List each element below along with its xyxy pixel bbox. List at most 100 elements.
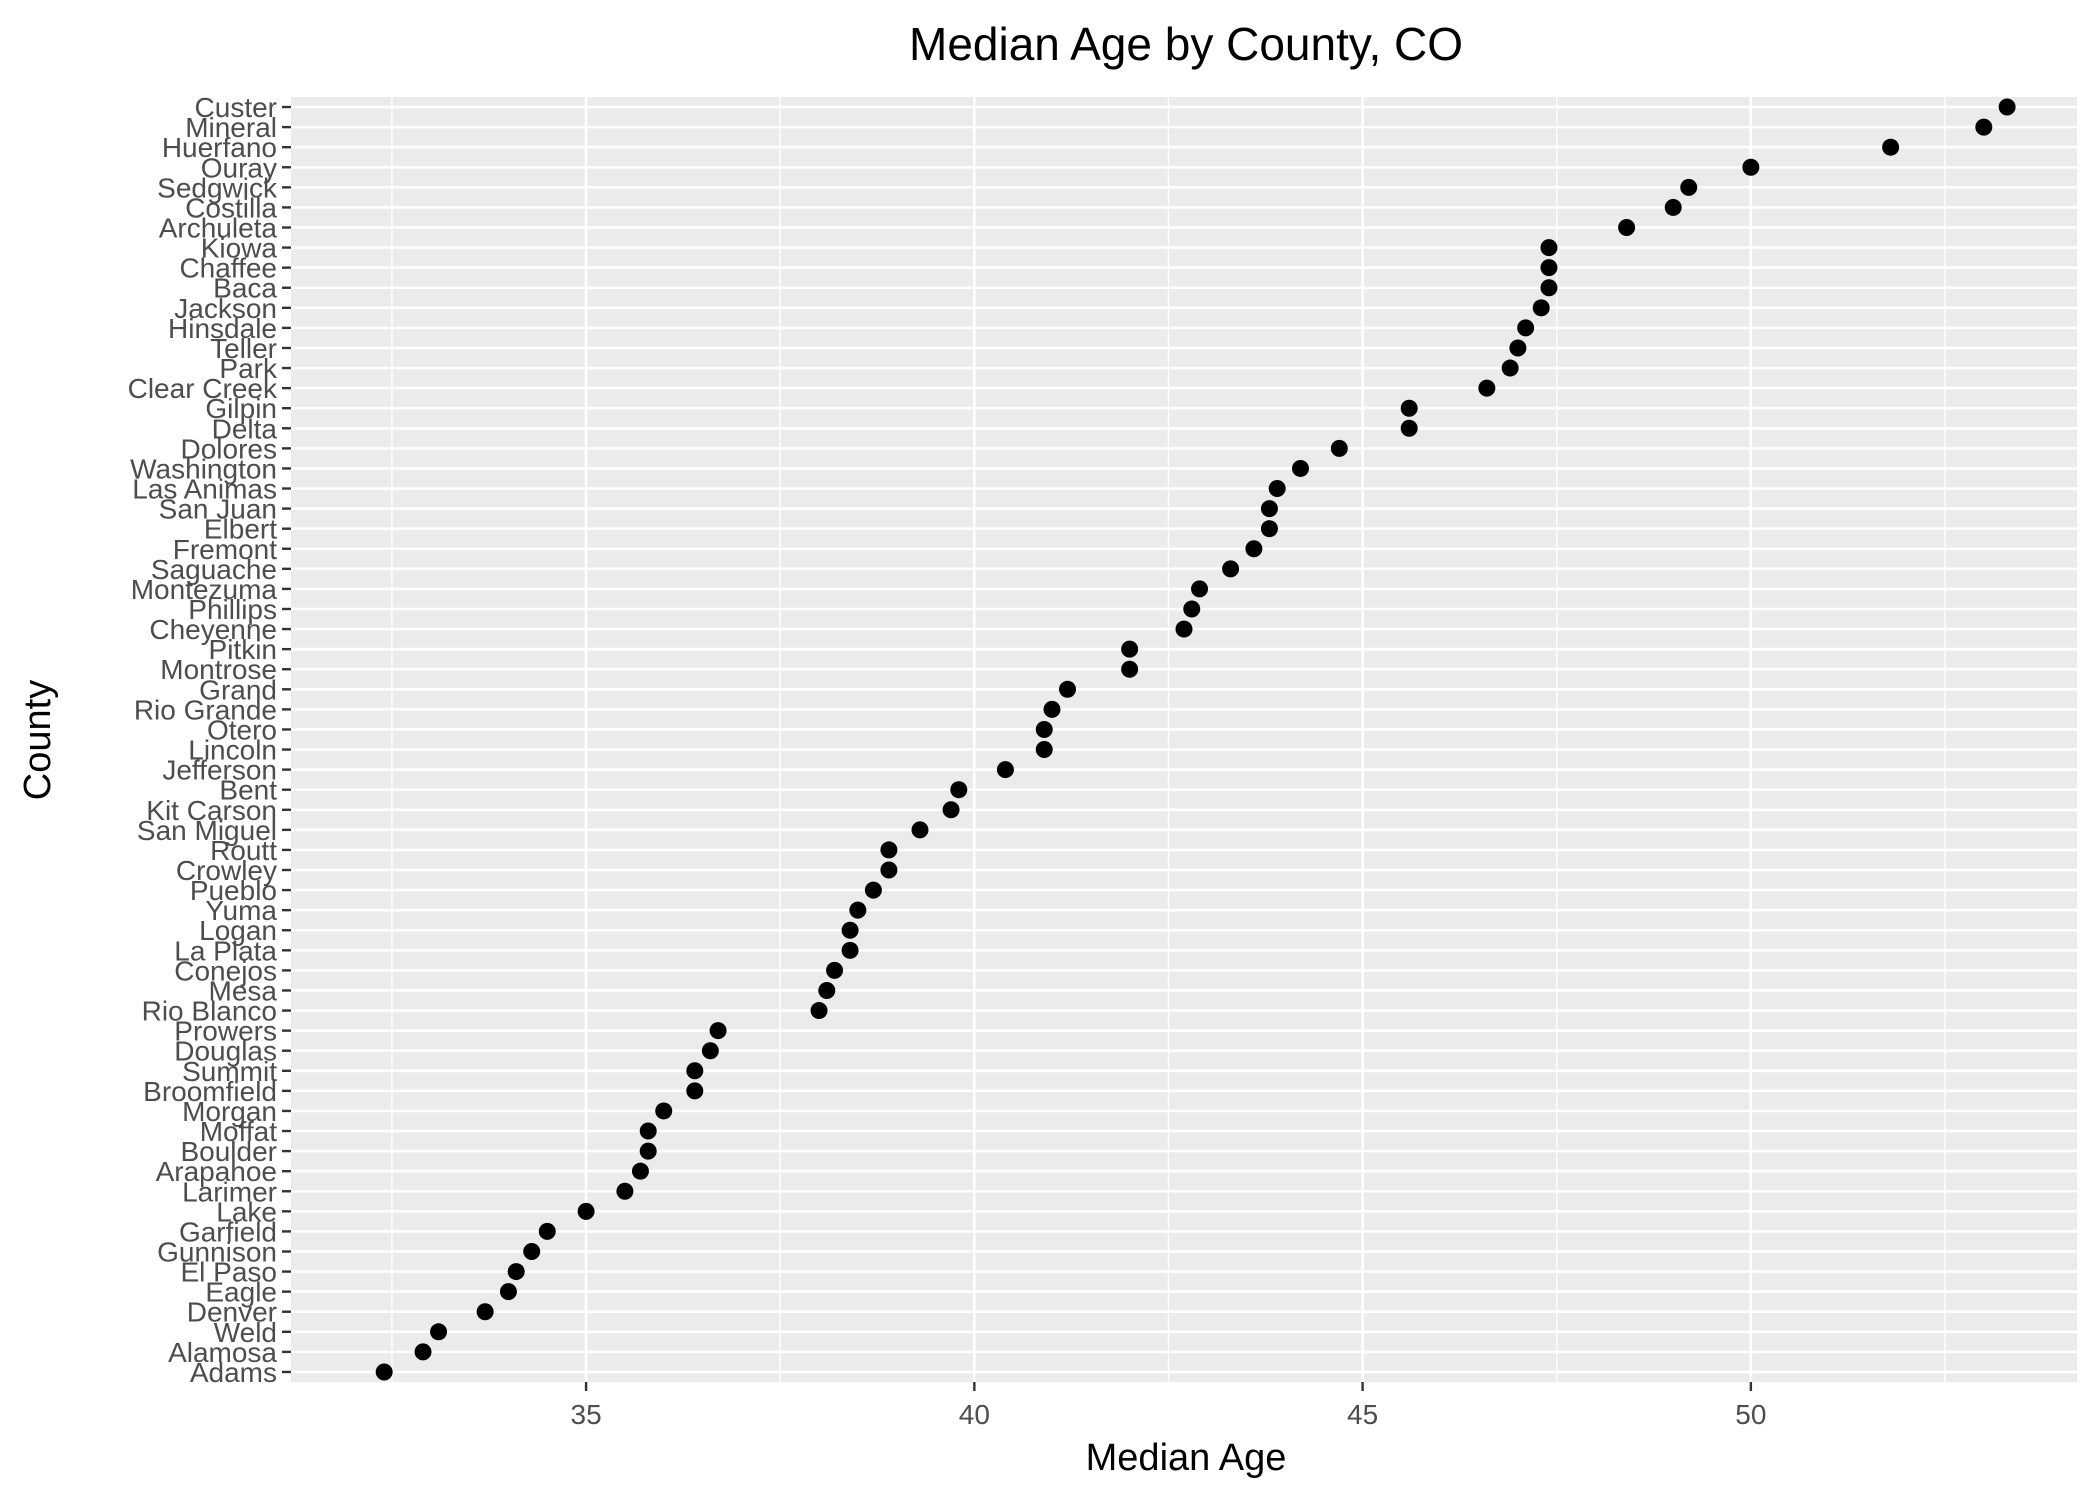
data-point [499,1283,517,1301]
data-point [950,781,968,799]
y-category-label: Jefferson [162,755,277,786]
data-point [996,761,1014,779]
y-category-label: Conejos [174,955,277,986]
y-category-label: Crowley [176,855,277,886]
data-point [476,1303,494,1321]
y-category-label: Chaffee [179,253,277,284]
y-category-label: Weld [214,1317,277,1348]
data-point [1998,98,2016,116]
y-axis-ticks [282,105,291,1374]
data-point [841,941,859,959]
data-point [1742,158,1760,176]
y-category-label: Grand [199,674,277,705]
data-point [1035,720,1053,738]
data-point [1268,480,1286,498]
y-category-label: Sedgwick [157,172,278,203]
y-category-label: Custer [195,92,277,123]
data-point [880,861,898,879]
data-point [1501,359,1519,377]
y-category-label: Gilpin [205,393,277,424]
data-point [1618,219,1636,237]
data-point [1517,319,1535,337]
y-category-label: Huerfano [162,132,277,163]
y-category-label: Las Animas [132,474,277,505]
y-category-label: Morgan [182,1096,277,1127]
data-point [538,1222,556,1240]
data-point [655,1102,673,1120]
y-category-label: Otero [207,714,277,745]
data-point [616,1182,634,1200]
x-tick-label: 50 [1735,1399,1766,1430]
y-category-label: Pitkin [209,634,277,665]
data-point [1540,239,1558,257]
data-point [1664,198,1682,216]
data-point [375,1363,393,1381]
y-category-label: Phillips [188,594,277,625]
y-category-label: San Juan [159,494,277,525]
data-point [1260,500,1278,518]
plot-panel [291,97,2077,1382]
data-point [709,1022,727,1040]
x-tick-label: 40 [959,1399,990,1430]
y-category-label: Larimer [182,1176,277,1207]
y-category-label: San Miguel [137,815,277,846]
y-axis-title: County [17,680,59,800]
y-category-label: Hinsdale [168,313,277,344]
horizontal-gridlines [291,105,2077,1374]
y-category-label: Garfield [179,1216,277,1247]
y-category-label: Park [219,353,278,384]
y-category-label: Delta [212,413,278,444]
x-axis-ticks [584,1382,1753,1391]
data-point [1183,600,1201,618]
data-point [1043,700,1061,718]
y-category-label: Jackson [174,293,277,324]
y-category-label: Boulder [180,1136,277,1167]
data-point [1478,379,1496,397]
data-point [810,1002,828,1020]
y-category-label: Saguache [151,554,277,585]
y-category-label: Clear Creek [128,373,278,404]
data-points [375,98,2016,1381]
data-point [1540,259,1558,277]
y-category-label: Bent [219,775,277,806]
y-category-label: Baca [213,273,277,304]
y-category-label: Kit Carson [146,795,277,826]
x-tick-label: 35 [571,1399,602,1430]
data-point [639,1142,657,1160]
y-category-label: Logan [199,915,277,946]
data-point [1121,660,1139,678]
data-point [1509,339,1527,357]
y-category-label: Denver [187,1297,277,1328]
data-point [577,1202,595,1220]
y-category-label: Adams [190,1357,277,1388]
data-point [1291,459,1309,477]
data-point [1175,620,1193,638]
data-point [1400,399,1418,417]
data-point [818,981,836,999]
y-category-label: Alamosa [168,1337,277,1368]
y-category-label: Rio Grande [134,694,277,725]
x-axis-title: Median Age [1086,1437,1287,1479]
data-point [841,921,859,939]
data-point [631,1162,649,1180]
y-category-label: Lake [216,1196,277,1227]
y-category-label: Archuleta [159,213,278,244]
data-point [686,1062,704,1080]
y-category-label: Arapahoe [156,1156,277,1187]
data-point [826,961,844,979]
y-category-label: Ouray [201,152,277,183]
data-point [911,821,929,839]
y-category-label: Prowers [174,1016,277,1047]
y-category-label: Fremont [173,534,277,565]
y-category-label: Montrose [160,654,277,685]
data-point [1540,279,1558,297]
vertical-gridlines [391,97,1946,1382]
y-category-label: Teller [210,333,277,364]
y-category-label: Dolores [181,433,277,464]
data-point [430,1323,448,1341]
chart-title: Median Age by County, CO [909,18,1463,70]
y-category-label: Broomfield [143,1076,277,1107]
data-point [414,1343,432,1361]
y-category-label: Gunnison [157,1236,277,1267]
y-category-label: Summit [182,1056,277,1087]
